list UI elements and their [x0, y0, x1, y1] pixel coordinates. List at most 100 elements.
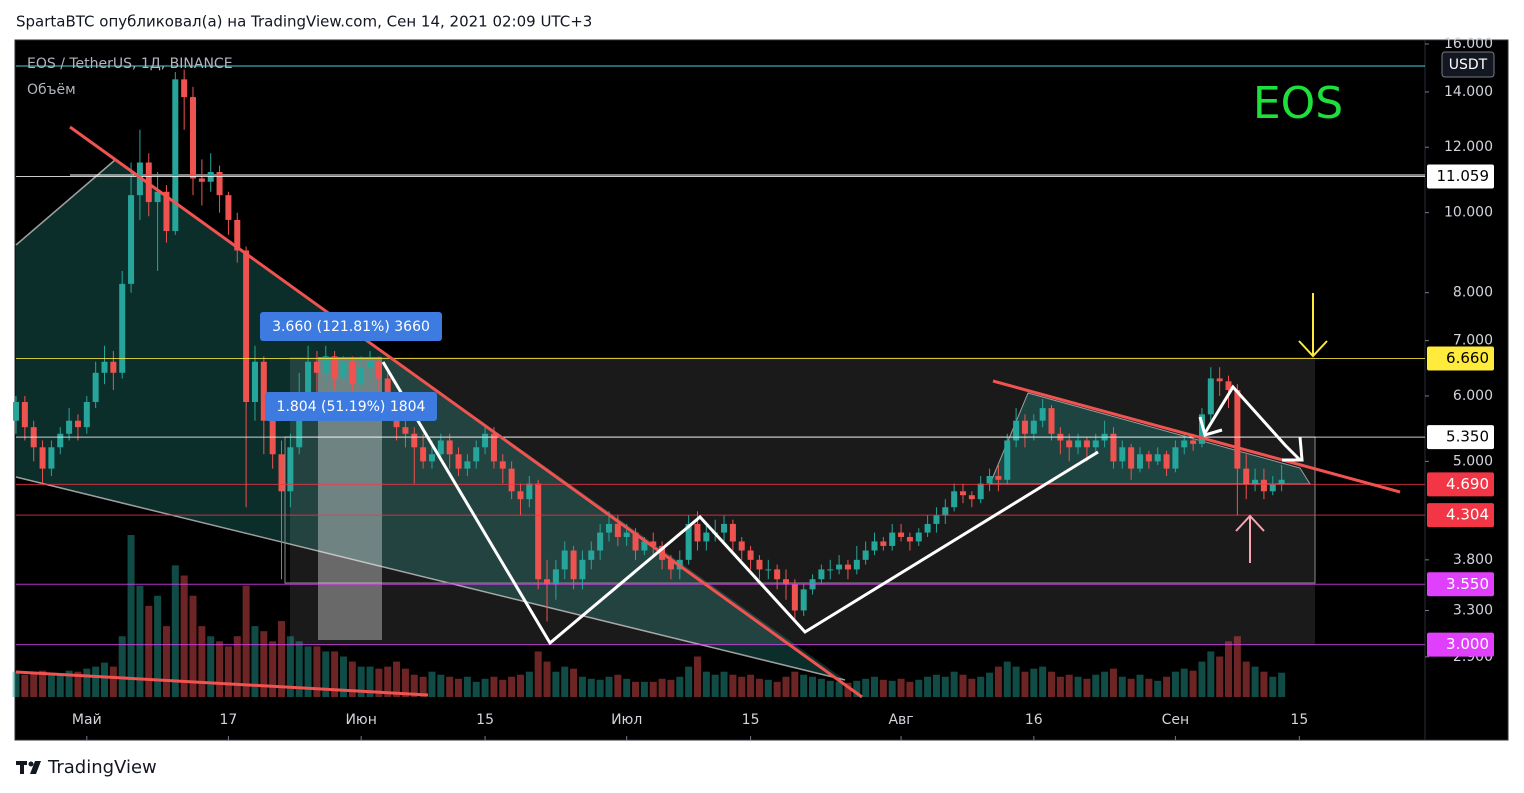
zigzag: [381, 361, 1099, 646]
volume-bar: [331, 651, 339, 697]
volume-bar: [251, 626, 259, 697]
volume-bar: [782, 676, 790, 697]
triangle-edge: [15, 159, 116, 246]
candle-body: [526, 483, 533, 500]
candle-body: [1066, 440, 1073, 448]
candle-body: [862, 550, 869, 560]
candle-body: [570, 550, 577, 580]
candle-body: [1252, 479, 1259, 484]
channel-line: [15, 476, 846, 681]
measure-label: 3.660 (121.81%) 3660: [272, 319, 430, 335]
volume-bar: [623, 678, 631, 697]
price-level-label: 4.690: [1446, 475, 1489, 493]
volume-bar: [640, 681, 648, 697]
volume-bar: [578, 676, 586, 697]
volume-bar: [1163, 676, 1171, 697]
volume-bar: [269, 641, 277, 697]
candle-body: [632, 532, 639, 551]
candle-body: [119, 283, 126, 373]
volume-bar: [870, 676, 878, 697]
volume-bar: [384, 666, 392, 697]
price-level-label: 6.660: [1446, 349, 1489, 367]
price-level-label: 3.000: [1446, 635, 1489, 653]
volume-bar: [224, 646, 232, 697]
x-tick-label: Авг: [888, 712, 913, 728]
candle-body: [154, 191, 161, 203]
volume-bar: [862, 678, 870, 697]
candle-body: [605, 523, 612, 533]
volume-bar: [1074, 676, 1082, 697]
volume-bar: [994, 666, 1002, 697]
candle-body: [685, 523, 692, 560]
candle-body: [597, 532, 604, 551]
candle-body: [898, 532, 905, 537]
candle-body: [243, 250, 250, 402]
volume-bar: [101, 662, 109, 697]
candle-body: [225, 195, 232, 220]
candle-body: [1092, 440, 1099, 448]
candle-body: [588, 550, 595, 560]
volume-bar: [508, 676, 516, 697]
candle-body: [349, 361, 356, 385]
volume-bar: [516, 674, 524, 697]
volume-bar: [835, 681, 843, 697]
volume-bar: [977, 676, 985, 697]
volume-bar: [924, 676, 932, 697]
candle-body: [48, 447, 55, 469]
volume-bar: [702, 671, 710, 697]
x-tick-label: Сен: [1162, 712, 1190, 728]
candle-body: [260, 361, 267, 421]
volume-bar: [463, 676, 471, 697]
candle-body: [296, 395, 303, 448]
candle-body: [1145, 454, 1152, 462]
volume-bar: [348, 661, 356, 697]
candle-body: [57, 433, 64, 448]
candle-body: [1172, 447, 1179, 469]
trendline: [69, 125, 863, 699]
volume-bar: [455, 678, 463, 697]
arrow-head: [1282, 436, 1304, 462]
candle-body: [181, 79, 188, 98]
logo-shape: [30, 761, 41, 774]
candle-body: [128, 195, 135, 284]
candle-body: [791, 584, 798, 611]
price-level-label: 4.304: [1446, 506, 1489, 524]
candle-body: [782, 579, 789, 585]
candle-body: [455, 454, 462, 469]
candle-body: [482, 433, 489, 448]
volume-bar: [897, 678, 905, 697]
candle-body: [464, 461, 471, 469]
candle-body: [473, 447, 480, 462]
volume-bar: [145, 605, 153, 697]
volume-bar: [1260, 671, 1268, 697]
x-tick-label: 15: [742, 712, 760, 728]
y-tick-label: 10.000: [1444, 205, 1493, 221]
volume-bar: [1180, 668, 1188, 697]
volume-bar: [39, 670, 47, 697]
volume-bar: [366, 666, 374, 697]
volume-bar: [286, 636, 294, 697]
candle-body: [703, 532, 710, 542]
currency-tag: [1441, 51, 1495, 78]
measure-label-bg: [265, 392, 437, 421]
candle-body: [437, 440, 444, 455]
candle-body: [420, 447, 427, 462]
currency: USDT: [1449, 57, 1488, 73]
volume-bar: [47, 672, 55, 697]
price-level-tag: [1427, 346, 1494, 371]
volume-bar: [605, 676, 613, 697]
candle-body: [411, 433, 418, 448]
candle-body: [1154, 454, 1161, 462]
candle-body: [721, 523, 728, 533]
volume-bar: [260, 631, 268, 697]
volume-bar: [844, 682, 852, 697]
arrow-head: [1235, 514, 1265, 532]
volume-bar: [357, 666, 365, 697]
candle-body: [871, 541, 878, 551]
volume-bar: [180, 575, 188, 697]
volume-bar: [906, 681, 914, 697]
candle-body: [74, 420, 81, 428]
candle-body: [92, 372, 99, 402]
volume-bar: [853, 680, 861, 697]
